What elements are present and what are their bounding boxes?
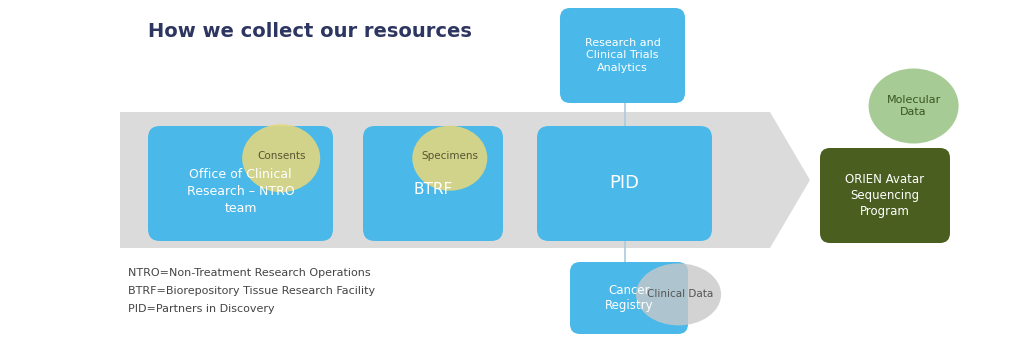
FancyBboxPatch shape [570,262,688,334]
Text: Molecular
Data: Molecular Data [887,95,941,117]
Text: BTRF=Biorepository Tissue Research Facility: BTRF=Biorepository Tissue Research Facil… [128,286,375,296]
Text: Cancer
Registry: Cancer Registry [605,284,653,313]
Ellipse shape [243,124,321,192]
Polygon shape [120,112,810,248]
Text: Consents: Consents [257,151,305,161]
Ellipse shape [636,263,721,325]
FancyBboxPatch shape [362,126,503,241]
Text: ORIEN Avatar
Sequencing
Program: ORIEN Avatar Sequencing Program [846,173,925,218]
FancyBboxPatch shape [537,126,712,241]
FancyBboxPatch shape [560,8,685,103]
Text: Clinical Data: Clinical Data [647,289,714,299]
Ellipse shape [868,68,958,144]
Text: Office of Clinical
Research – NTRO
team: Office of Clinical Research – NTRO team [186,168,294,215]
Text: Research and
Clinical Trials
Analytics: Research and Clinical Trials Analytics [585,38,660,73]
Text: BTRF: BTRF [414,182,453,197]
FancyBboxPatch shape [820,148,950,243]
Text: How we collect our resources: How we collect our resources [148,22,472,41]
FancyBboxPatch shape [148,126,333,241]
Text: PID=Partners in Discovery: PID=Partners in Discovery [128,304,274,314]
Text: Specimens: Specimens [421,151,478,161]
Ellipse shape [413,126,487,191]
Text: NTRO=Non-Treatment Research Operations: NTRO=Non-Treatment Research Operations [128,268,371,278]
Text: PID: PID [609,174,640,193]
